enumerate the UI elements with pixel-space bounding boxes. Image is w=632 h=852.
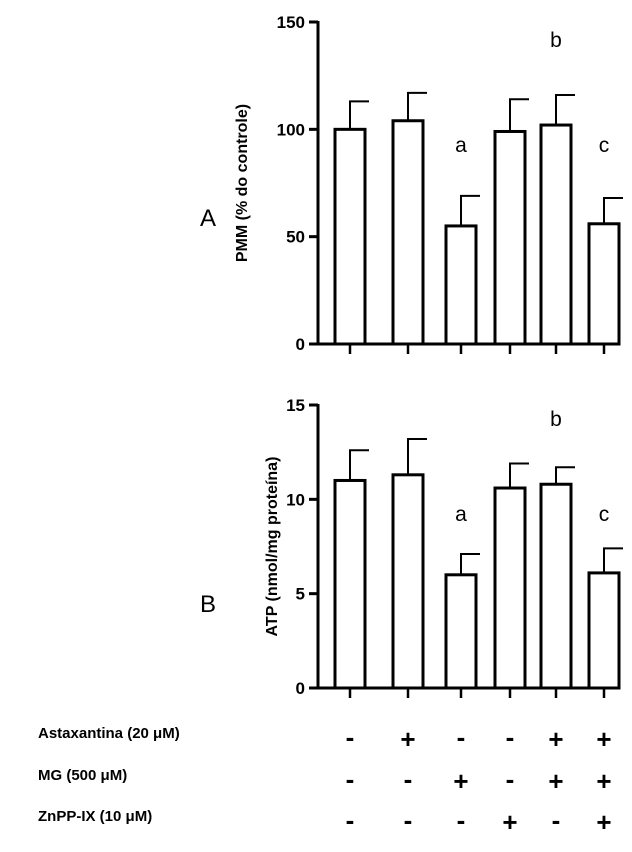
condition-row-label: ZnPP-IX (10 μM) — [38, 808, 152, 825]
plus-sign: + — [548, 724, 563, 754]
bar — [444, 224, 478, 346]
y-tick-label: 15 — [286, 396, 305, 415]
y-tick-label: 150 — [277, 13, 305, 32]
minus-sign: - — [346, 722, 355, 752]
bar — [333, 478, 367, 690]
condition-row-label: MG (500 μM) — [38, 767, 127, 784]
panel-letter-b: B — [200, 591, 216, 618]
bar — [493, 129, 527, 346]
bar — [587, 571, 621, 690]
significance-label: b — [550, 408, 562, 431]
plus-sign: + — [502, 807, 517, 837]
bar — [539, 482, 573, 690]
minus-sign: - — [552, 805, 561, 835]
y-tick-label: 0 — [296, 335, 305, 354]
significance-label: a — [455, 134, 467, 157]
chart-b: 0 5 10 15 ATP (nmol/mg proteína) a b c — [264, 396, 623, 698]
y-tick-label: 50 — [286, 228, 305, 247]
significance-label: a — [455, 503, 467, 526]
y-tick-label: 100 — [277, 120, 305, 139]
conditions-table: Astaxantina (20 μM) - + - - + + MG (500 μM) - - + -… — [38, 722, 612, 837]
y-tick-label: 0 — [296, 679, 305, 698]
y-axis-label: ATP (nmol/mg proteína) — [264, 457, 281, 637]
minus-sign: - — [506, 764, 515, 794]
panel-letter-a: A — [200, 205, 216, 232]
plus-sign: + — [400, 724, 415, 754]
bar — [391, 119, 425, 346]
plus-sign: + — [596, 724, 611, 754]
plus-sign: + — [596, 807, 611, 837]
significance-label: b — [550, 29, 562, 52]
bar — [391, 473, 425, 690]
minus-sign: - — [457, 805, 466, 835]
condition-row-label: Astaxantina (20 μM) — [38, 725, 180, 742]
bar — [333, 127, 367, 346]
plus-sign: + — [596, 766, 611, 796]
significance-label: c — [599, 134, 610, 157]
y-axis-label: PMM (% do controle) — [234, 104, 251, 262]
plus-sign: + — [548, 766, 563, 796]
plus-sign: + — [453, 766, 468, 796]
minus-sign: - — [404, 764, 413, 794]
minus-sign: - — [457, 722, 466, 752]
minus-sign: - — [346, 805, 355, 835]
bar — [493, 486, 527, 690]
y-tick-label: 5 — [296, 585, 305, 604]
y-tick-label: 10 — [286, 490, 305, 509]
bar — [539, 123, 573, 346]
minus-sign: - — [346, 764, 355, 794]
significance-label: c — [599, 503, 610, 526]
chart-a: 0 50 100 150 PMM (% do controle) a b c — [234, 13, 623, 354]
bar — [587, 222, 621, 346]
bar — [444, 573, 478, 690]
minus-sign: - — [404, 805, 413, 835]
minus-sign: - — [506, 722, 515, 752]
